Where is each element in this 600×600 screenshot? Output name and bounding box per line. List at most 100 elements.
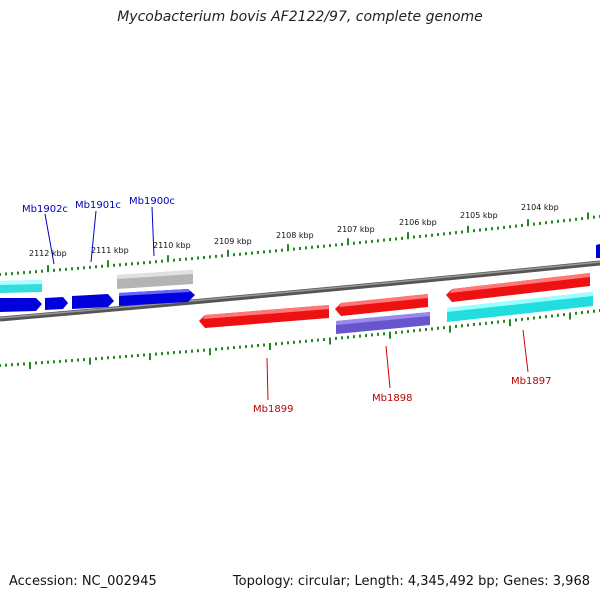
gene-label[interactable]: Mb1902c — [22, 204, 68, 215]
ruler-major-tick — [329, 337, 331, 345]
ruler-minor-tick — [419, 234, 421, 238]
ruler-minor-tick — [203, 256, 205, 259]
ruler-minor-tick — [119, 355, 121, 359]
ruler-minor-tick — [563, 219, 565, 223]
ruler-label: 2106 kbp — [399, 218, 437, 227]
ruler-minor-tick — [233, 346, 235, 350]
ruler-minor-tick — [29, 270, 31, 274]
ruler-minor-tick — [101, 356, 103, 360]
feature-shine — [336, 312, 430, 325]
ruler-minor-tick — [425, 234, 427, 238]
ruler-minor-tick — [251, 344, 253, 348]
feature-cds-forward[interactable] — [72, 294, 114, 309]
ruler-minor-tick — [263, 250, 265, 254]
ruler-minor-tick — [137, 354, 139, 357]
ruler-major-tick — [287, 244, 289, 252]
ruler-minor-tick — [155, 352, 157, 356]
ruler-label: 2109 kbp — [214, 237, 252, 246]
ruler-minor-tick — [551, 314, 553, 318]
ruler-major-tick — [527, 219, 529, 227]
ruler-minor-tick — [113, 355, 115, 359]
ruler-minor-tick — [185, 350, 187, 354]
ruler-minor-tick — [161, 259, 163, 263]
ruler-minor-tick — [179, 350, 181, 354]
gene-label[interactable]: Mb1899 — [253, 404, 293, 415]
ruler-minor-tick — [221, 254, 223, 258]
ruler-minor-tick — [395, 331, 397, 335]
ruler-minor-tick — [575, 311, 577, 315]
ruler-minor-tick — [11, 363, 13, 367]
ruler-minor-tick — [371, 333, 373, 337]
ruler-minor-tick — [59, 268, 61, 272]
ruler-label: 2107 kbp — [337, 225, 375, 234]
gene-label[interactable]: Mb1900c — [129, 196, 175, 207]
ruler-minor-tick — [497, 320, 499, 324]
ruler-major-tick — [149, 353, 151, 361]
ruler-minor-tick — [353, 335, 355, 339]
ruler-minor-tick — [443, 326, 445, 330]
ruler-minor-tick — [239, 345, 241, 349]
leader-line — [385, 345, 391, 389]
ruler-minor-tick — [479, 322, 481, 326]
ruler-minor-tick — [515, 318, 517, 322]
ruler-minor-tick — [65, 267, 67, 271]
ruler-minor-tick — [233, 253, 235, 257]
ruler-minor-tick — [581, 311, 583, 315]
ruler-minor-tick — [473, 323, 475, 326]
ruler-label: 2104 kbp — [521, 203, 559, 212]
gene-label[interactable]: Mb1901c — [75, 200, 121, 211]
ruler-minor-tick — [593, 309, 595, 313]
leader-line — [90, 210, 97, 263]
gene-label[interactable]: Mb1898 — [372, 393, 412, 404]
leader-line — [151, 206, 155, 257]
ruler-minor-tick — [593, 215, 595, 219]
ruler-major-tick — [227, 249, 229, 257]
ruler-label: 2111 kbp — [91, 246, 129, 255]
feature-shine — [339, 294, 428, 307]
ruler-minor-tick — [431, 327, 433, 331]
leader-line — [44, 213, 55, 265]
ruler-minor-tick — [353, 241, 355, 245]
ruler-minor-tick — [17, 271, 19, 275]
ruler-minor-tick — [551, 220, 553, 224]
ruler-minor-tick — [221, 347, 223, 351]
leader-line — [522, 329, 529, 373]
ruler-minor-tick — [401, 330, 403, 334]
ruler-minor-tick — [521, 223, 523, 227]
ruler-major-tick — [587, 212, 589, 220]
feature-shine — [203, 305, 329, 319]
ruler-minor-tick — [545, 315, 547, 319]
ruler-minor-tick — [239, 252, 241, 256]
ruler-minor-tick — [485, 227, 487, 231]
ruler-minor-tick — [485, 321, 487, 325]
ruler-minor-tick — [125, 354, 127, 358]
label-leaders — [44, 206, 529, 401]
feature-cds-forward[interactable] — [596, 244, 600, 258]
ruler-minor-tick — [257, 251, 259, 254]
ruler-minor-tick — [59, 359, 61, 363]
ruler-major-tick — [569, 312, 571, 320]
ruler-minor-tick — [113, 263, 115, 267]
ruler-minor-tick — [293, 247, 295, 251]
ruler-minor-tick — [23, 271, 25, 275]
ruler-minor-tick — [365, 240, 367, 244]
feature-cds-forward[interactable] — [45, 297, 68, 310]
gene-labels-top: Mb1902c Mb1901c Mb1900c — [22, 196, 175, 215]
ruler-minor-tick — [89, 265, 91, 269]
ruler-minor-tick — [77, 358, 79, 362]
ruler-minor-tick — [335, 243, 337, 247]
ruler-minor-tick — [53, 268, 55, 272]
ruler-minor-tick — [269, 249, 271, 253]
ruler-minor-tick — [95, 265, 97, 269]
feature-cds-forward[interactable] — [0, 298, 42, 312]
ruler-minor-tick — [317, 338, 319, 342]
ruler-minor-tick — [371, 239, 373, 243]
ruler-minor-tick — [533, 222, 535, 226]
ruler-minor-tick — [317, 245, 319, 249]
ruler-minor-tick — [575, 217, 577, 221]
ruler-minor-tick — [341, 242, 343, 246]
gene-label[interactable]: Mb1897 — [511, 376, 551, 387]
ruler-minor-tick — [35, 270, 37, 274]
ruler-minor-tick — [95, 357, 97, 361]
ruler-minor-tick — [167, 351, 169, 355]
